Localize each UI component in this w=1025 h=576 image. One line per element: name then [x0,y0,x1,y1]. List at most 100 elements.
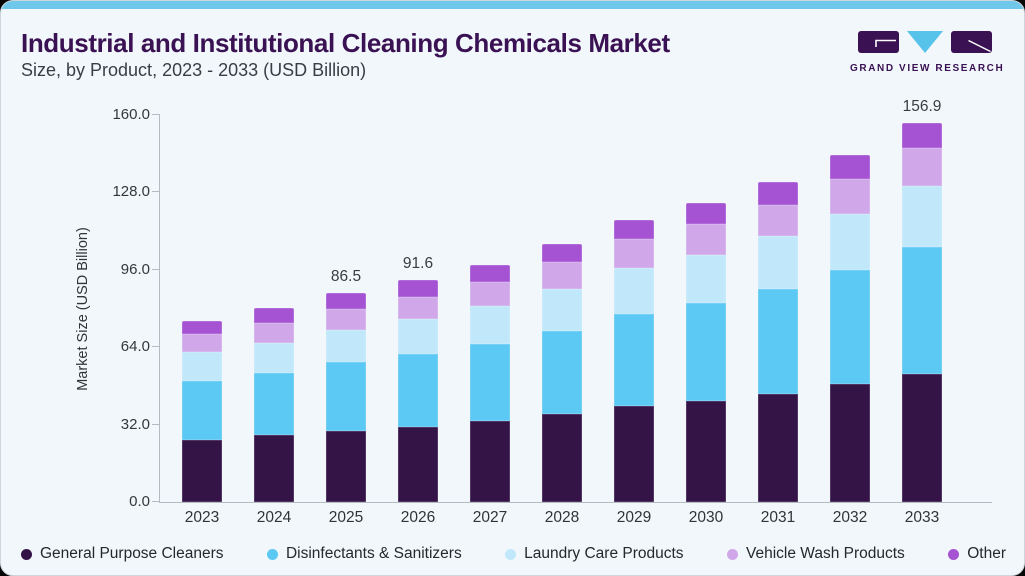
bar-segment [830,179,870,214]
bar-segment [326,329,366,363]
bar-segment [470,265,510,282]
bar-2033 [902,122,942,502]
bar-segment [398,297,438,319]
y-tick-mark [152,346,160,348]
legend-label: General Purpose Cleaners [40,545,224,562]
bar-segment [830,384,870,502]
bar-total-label: 156.9 [902,97,942,115]
legend-item: Vehicle Wash Products [726,545,905,563]
x-tick-label: 2033 [904,509,940,526]
legend: General Purpose Cleaners Disinfectants & … [21,545,1006,563]
bar-segment [542,261,582,289]
x-tick-label: 2023 [184,509,220,526]
bar-segment [542,288,582,331]
legend-dot-icon [726,548,738,560]
bar-segment [686,255,726,304]
bar-segment [254,372,294,436]
legend-label: Other [967,545,1006,562]
bar-segment [326,430,366,502]
y-tick-label: 0.0 [129,493,150,510]
bar-2029 [614,219,654,502]
bar-segment [326,292,366,310]
bar-segment [758,181,798,205]
bar-segment [542,330,582,414]
y-tick-label: 128.0 [112,183,150,201]
y-tick-label: 64.0 [120,338,150,356]
bar-segment [758,393,798,502]
x-tick-label: 2028 [544,509,580,526]
legend-item: Laundry Care Products [505,545,684,563]
y-axis-title: Market Size (USD Billion) [75,227,91,391]
x-tick-label: 2029 [616,509,652,526]
bar-2031 [758,181,798,502]
legend-dot-icon [948,548,960,560]
bar-segment [398,280,438,298]
legend-label: Vehicle Wash Products [745,545,905,562]
bar-segment [686,224,726,256]
bar-segment [614,219,654,240]
bar-total-label: 91.6 [402,255,434,273]
legend-item: Disinfectants & Sanitizers [266,545,462,563]
x-tick-label: 2026 [400,509,436,526]
bar-segment [470,281,510,306]
bar-segment [254,322,294,343]
bar-segment [902,147,942,187]
bar-2027 [470,265,510,502]
brand-logo: GRAND VIEW RESEARCH [850,31,1005,74]
x-tick-label: 2024 [256,509,292,526]
chart-plot: 0.0 32.0 64.0 96.0 128.0 160.0 2023 2024 2025 86.… [112,98,992,526]
legend-dot-icon [21,548,32,560]
top-accent-strip [1,1,1024,9]
bar-segment [542,413,582,502]
bar-segment [686,400,726,502]
bar-segment [470,420,510,502]
bar-segment [758,204,798,236]
bar-segment [902,122,942,148]
bar-segment [398,353,438,427]
y-tick-mark [152,114,160,115]
bar-segment [830,269,870,385]
x-tick-label: 2027 [472,509,508,526]
bar-segment [254,435,294,502]
bar-segment [182,333,222,353]
bar-segment [902,247,942,374]
x-tick-label: 2031 [760,509,796,526]
bar-segment [614,239,654,269]
bar-segment [614,313,654,406]
x-tick-label: 2030 [688,509,724,526]
legend-label: Laundry Care Products [524,545,684,562]
bar-segment [470,343,510,421]
bar-segment [686,303,726,401]
bar-total-label: 86.5 [330,267,362,285]
bar-segment [182,380,222,440]
y-tick-label: 96.0 [120,260,150,278]
bar-segment [398,318,438,354]
bar-segment [758,288,798,394]
bar-segment [686,203,726,225]
bar-segment [326,362,366,431]
y-tick-mark [152,501,160,502]
brand-name: GRAND VIEW RESEARCH [850,63,1005,74]
legend-item: Other [948,545,1006,563]
legend-item: General Purpose Cleaners [21,545,224,563]
bar-2023 [182,320,222,502]
y-tick-label: 160.0 [112,106,150,123]
y-tick-mark [152,423,160,425]
bar-segment [614,405,654,502]
bar-2025 [326,292,366,502]
bar-segment [254,342,294,373]
bar-segment [182,352,222,381]
bar-segment [398,426,438,502]
y-tick-mark [152,268,160,270]
bar-segment [326,309,366,330]
legend-dot-icon [505,548,517,560]
legend-label: Disinfectants & Sanitizers [285,545,462,562]
bar-segment [758,235,798,289]
bar-segment [902,373,942,502]
x-tick-label: 2032 [832,509,868,526]
y-tick-label: 32.0 [120,415,150,433]
bar-segment [614,268,654,314]
bar-2030 [686,203,726,502]
page-title: Industrial and Institutional Cleaning Ch… [21,28,670,58]
